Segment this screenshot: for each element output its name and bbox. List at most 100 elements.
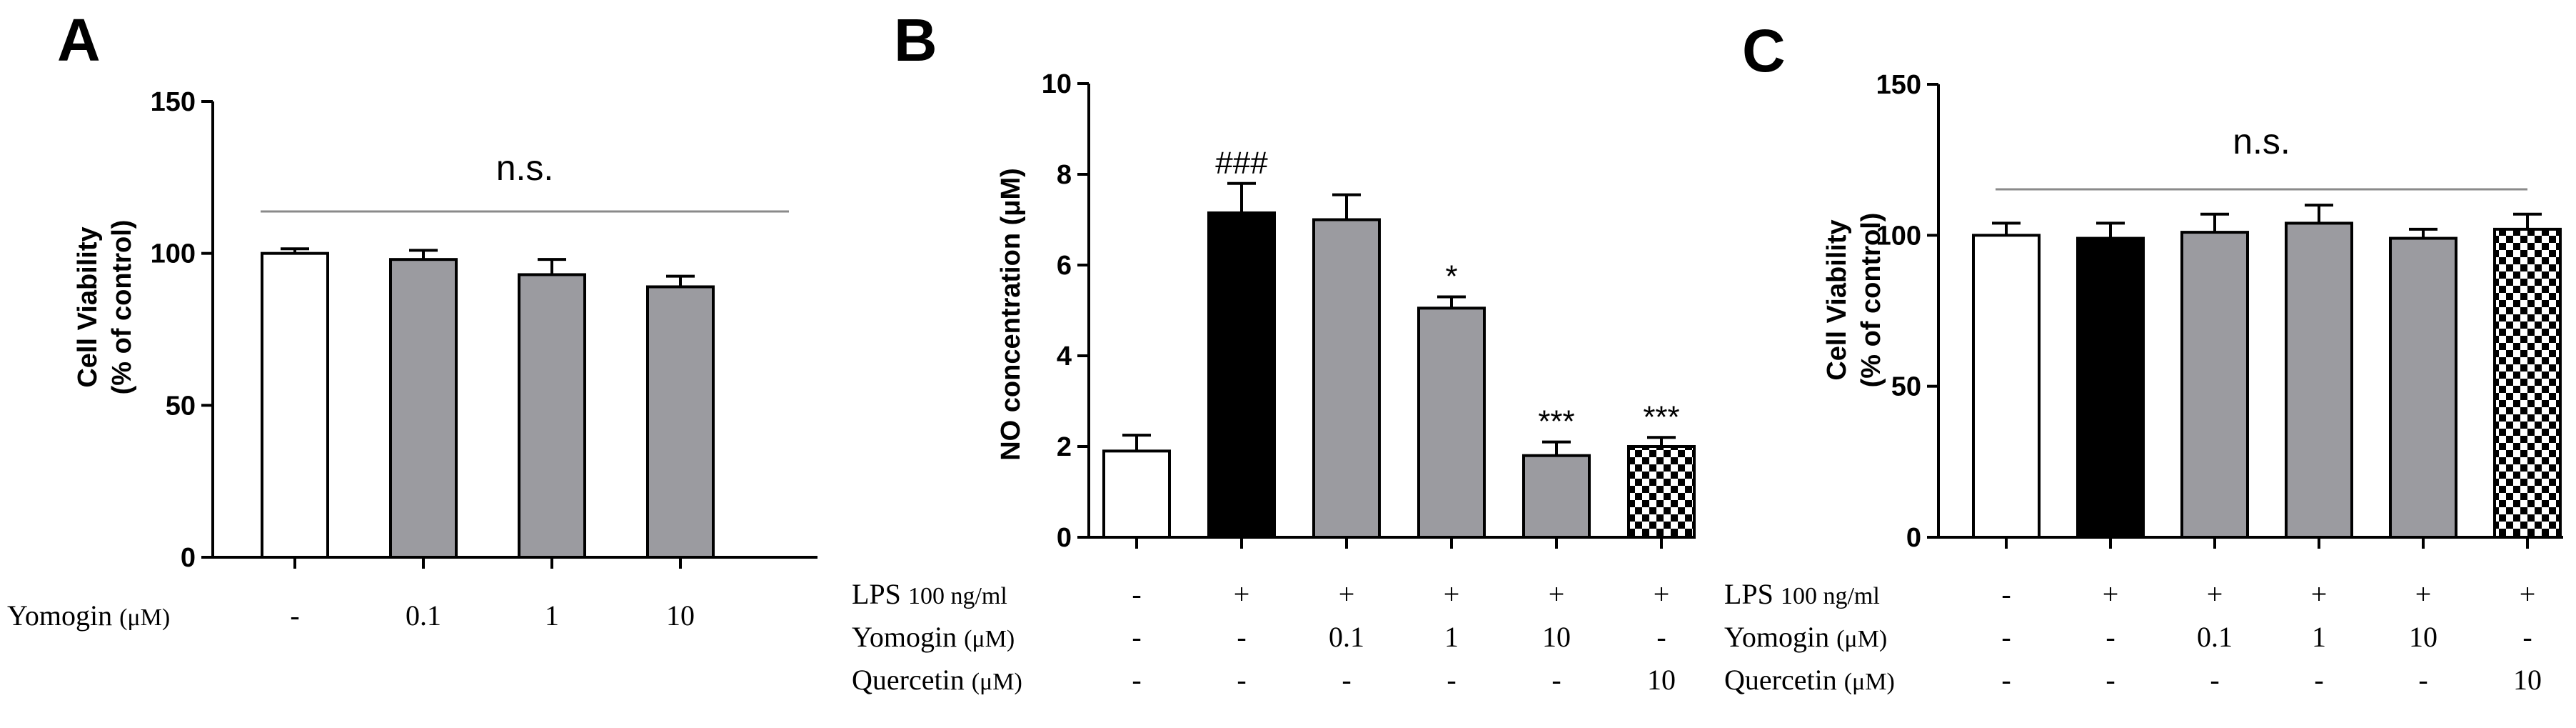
row-value: - bbox=[2105, 664, 2115, 696]
row-label: Yomogin (μM) bbox=[1724, 621, 1887, 653]
row-value: + bbox=[1234, 578, 1250, 610]
row-label-name: Yomogin bbox=[1724, 621, 1836, 653]
y-axis-label-c: Cell Viability (% of control) bbox=[1822, 213, 1886, 388]
row-label-name: Quercetin bbox=[852, 664, 972, 696]
significance-label: *** bbox=[1538, 404, 1574, 439]
row-value: - bbox=[1656, 621, 1666, 653]
row-value: - bbox=[1132, 664, 1141, 696]
ns-label: n.s. bbox=[2233, 121, 2290, 161]
row-value: 1 bbox=[1444, 621, 1459, 653]
row-value: + bbox=[2207, 578, 2223, 610]
bar bbox=[261, 251, 329, 559]
row-value: 0.1 bbox=[406, 599, 441, 632]
row-value: + bbox=[2311, 578, 2328, 610]
panel-letter-b: B bbox=[894, 6, 937, 74]
plot-area-a: 0 50 100 150 n.s. Yomogin (μM) - 0.1 1 10 bbox=[7, 87, 817, 632]
y-axis-label-line1: Cell Viability bbox=[1822, 219, 1852, 380]
bar bbox=[1627, 445, 1696, 539]
plot-area-c: 0 50 100 150 n.s. LPS 100 ng/ml - + + + + + Yomogin … bbox=[1724, 70, 2563, 696]
row-label-name: Yomogin bbox=[852, 621, 964, 653]
row-value: - bbox=[2001, 664, 2011, 696]
y-tick-label: 150 bbox=[1876, 70, 1921, 100]
row-value: + bbox=[1339, 578, 1355, 610]
row-label-name: LPS bbox=[852, 578, 908, 610]
y-tick-label: 10 bbox=[1042, 69, 1072, 99]
y-axis-label-line1: Cell Viability bbox=[73, 226, 103, 387]
row-value: - bbox=[1551, 664, 1561, 696]
bar bbox=[1522, 454, 1591, 539]
bar bbox=[2076, 236, 2145, 539]
y-tick-label: 6 bbox=[1057, 251, 1072, 281]
bar bbox=[2285, 221, 2353, 539]
y-tick-label: 2 bbox=[1057, 432, 1072, 462]
row-value: 10 bbox=[1542, 621, 1571, 653]
row-label-unit: (μM) bbox=[972, 669, 1022, 695]
row-value: + bbox=[1444, 578, 1460, 610]
bar bbox=[1417, 306, 1486, 539]
row-value: 10 bbox=[1647, 664, 1676, 696]
row-value: - bbox=[2210, 664, 2219, 696]
row-value: 1 bbox=[2312, 621, 2326, 653]
y-axis-label-a: Cell Viability (% of control) bbox=[73, 220, 137, 395]
y-axis-label-line2: (% of control) bbox=[107, 220, 137, 395]
bar bbox=[389, 258, 458, 559]
bar bbox=[1972, 234, 2041, 539]
y-tick-label: 50 bbox=[166, 391, 196, 421]
row-label: LPS 100 ng/ml bbox=[1724, 578, 1880, 610]
row-label-unit: 100 ng/ml bbox=[908, 583, 1007, 609]
y-tick-label: 0 bbox=[1906, 523, 1921, 553]
row-label: Quercetin (μM) bbox=[852, 664, 1022, 696]
panel-letter-a: A bbox=[57, 6, 101, 74]
row-label: Quercetin (μM) bbox=[1724, 664, 1895, 696]
row-value: - bbox=[2314, 664, 2323, 696]
row-label-unit: (μM) bbox=[1844, 669, 1895, 695]
row-value: - bbox=[290, 599, 299, 632]
row-label-name: Quercetin bbox=[1724, 664, 1844, 696]
row-value: - bbox=[1237, 664, 1246, 696]
panel-letter-c: C bbox=[1742, 17, 1786, 84]
row-value: - bbox=[1132, 578, 1141, 610]
bar bbox=[1312, 218, 1381, 539]
bar bbox=[518, 273, 586, 559]
row-value: + bbox=[2103, 578, 2119, 610]
row-label-unit: (μM) bbox=[1836, 626, 1887, 652]
panel-a: A Cell Viability (% of control) 0 50 100 15… bbox=[7, 6, 817, 632]
row-label-name: Yomogin bbox=[7, 599, 119, 632]
panel-c: C Cell Viability (% of control) 0 50 100 15… bbox=[1724, 17, 2563, 696]
row-value: 1 bbox=[545, 599, 559, 632]
row-label: Yomogin (μM) bbox=[7, 599, 170, 632]
row-label-unit: (μM) bbox=[964, 626, 1015, 652]
significance-label: ### bbox=[1215, 146, 1268, 181]
y-tick-label: 150 bbox=[151, 87, 196, 117]
ns-label: n.s. bbox=[496, 148, 554, 188]
row-label: LPS 100 ng/ml bbox=[852, 578, 1007, 610]
row-value: - bbox=[1447, 664, 1456, 696]
significance-label: *** bbox=[1643, 399, 1679, 434]
row-value: - bbox=[2001, 578, 2011, 610]
y-tick-label: 100 bbox=[151, 239, 196, 269]
bar bbox=[1207, 211, 1276, 539]
y-tick-label: 8 bbox=[1057, 160, 1072, 190]
row-value: + bbox=[2415, 578, 2432, 610]
row-label-unit: 100 ng/ml bbox=[1781, 583, 1880, 609]
y-tick-label: 100 bbox=[1876, 221, 1921, 251]
row-value: + bbox=[1654, 578, 1670, 610]
row-value: 0.1 bbox=[1329, 621, 1364, 653]
y-tick-label: 0 bbox=[181, 543, 196, 573]
row-label-name: LPS bbox=[1724, 578, 1781, 610]
y-tick-label: 4 bbox=[1057, 341, 1072, 372]
row-value: + bbox=[2520, 578, 2536, 610]
row-label: Yomogin (μM) bbox=[852, 621, 1015, 653]
row-value: - bbox=[2105, 621, 2115, 653]
y-tick-label: 0 bbox=[1057, 523, 1072, 553]
bar bbox=[646, 285, 715, 559]
row-value: 0.1 bbox=[2197, 621, 2233, 653]
row-value: 10 bbox=[2513, 664, 2542, 696]
row-label-unit: (μM) bbox=[119, 604, 170, 631]
row-value: - bbox=[1237, 621, 1246, 653]
row-value: - bbox=[2001, 621, 2011, 653]
row-value: - bbox=[1342, 664, 1351, 696]
